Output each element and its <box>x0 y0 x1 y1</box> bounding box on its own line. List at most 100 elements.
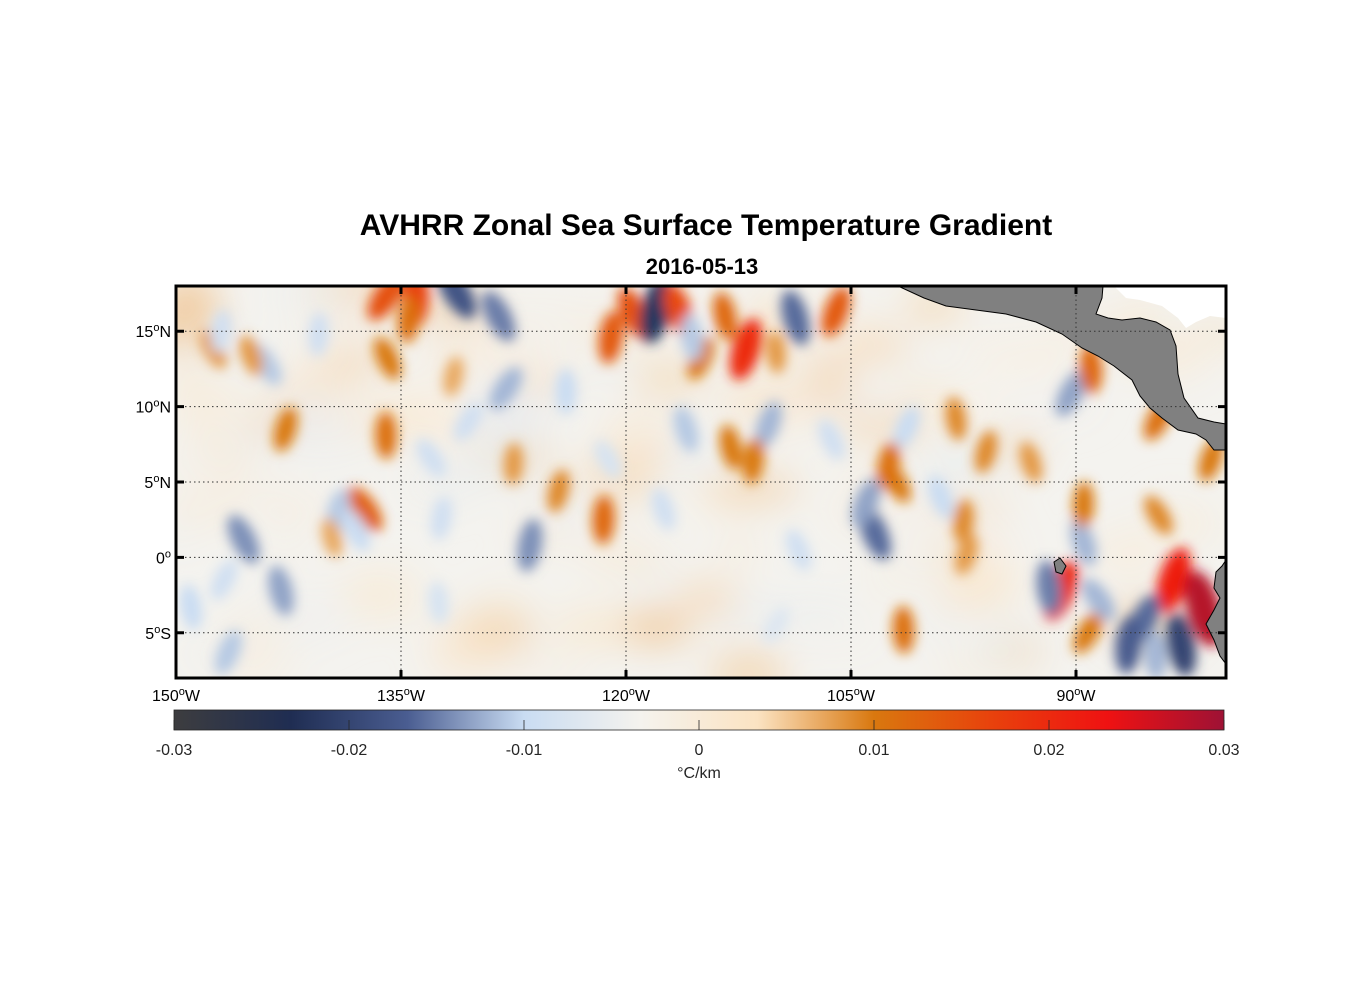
sst-gradient-feature <box>227 514 260 564</box>
sst-gradient-feature <box>443 356 464 397</box>
texture-patch <box>962 332 1051 373</box>
sst-gradient-feature <box>436 286 477 319</box>
texture-patch <box>260 544 312 567</box>
texture-patch <box>839 385 928 419</box>
sst-gradient-feature <box>1081 578 1116 621</box>
lat-tick-label: 5oN <box>144 473 171 492</box>
texture-patch <box>176 366 214 399</box>
texture-patch <box>936 586 1019 610</box>
chart-subtitle: 2016-05-13 <box>646 254 759 279</box>
lat-tick-label: 15oN <box>136 322 171 341</box>
texture-patch <box>568 475 629 497</box>
texture-patch <box>796 372 863 399</box>
sst-gradient-feature <box>818 419 845 461</box>
sst-gradient-feature <box>481 291 516 342</box>
lat-tick-label: 0o <box>156 548 171 567</box>
texture-patch <box>354 401 437 442</box>
texture-patch <box>462 381 553 438</box>
sst-gradient-feature <box>742 438 765 484</box>
sst-gradient-feature <box>547 469 570 513</box>
texture-patch <box>661 449 735 470</box>
sst-gradient-feature <box>517 519 543 572</box>
sst-gradient-feature <box>651 487 676 531</box>
texture-patch <box>550 606 635 652</box>
sst-gradient-feature <box>1073 612 1103 654</box>
sst-gradient-feature <box>503 442 524 486</box>
sst-gradient-feature <box>268 565 294 616</box>
texture-patch <box>276 596 357 617</box>
lon-tick-label: 150oW <box>152 686 201 705</box>
sst-gradient-feature <box>821 286 851 337</box>
chart-title: AVHRR Zonal Sea Surface Temperature Grad… <box>360 209 1052 242</box>
sst-gradient-feature <box>687 337 715 380</box>
texture-patch <box>673 578 739 620</box>
sst-gradient-feature <box>680 313 704 361</box>
sst-gradient-feature <box>214 629 243 675</box>
sst-gradient-feature <box>428 581 449 624</box>
land-masses <box>897 286 1226 665</box>
sst-gradient-feature <box>1115 615 1142 675</box>
texture-patch <box>257 495 336 531</box>
sst-gradient-feature <box>598 310 624 364</box>
sst-gradient-feature <box>373 337 402 380</box>
sst-gradient-feature <box>210 559 238 601</box>
sst-gradient-feature <box>367 286 405 321</box>
texture-patch <box>304 412 360 442</box>
sst-gradient-feature <box>453 402 484 442</box>
sst-gradient-feature <box>555 368 577 415</box>
sst-gradient-feature <box>1019 442 1043 483</box>
texture-patch <box>1081 539 1174 575</box>
galapagos-island <box>1053 557 1067 575</box>
texture-patch <box>409 461 482 501</box>
sst-gradient-feature <box>1072 481 1095 528</box>
sst-gradient-feature <box>766 331 786 374</box>
texture-patch <box>957 368 1035 404</box>
sst-gradient-feature <box>876 441 901 489</box>
texture-patch <box>714 471 801 505</box>
texture-patch <box>961 623 1027 674</box>
sst-gradient-feature <box>785 529 812 571</box>
sst-gradient-feature <box>1144 495 1173 535</box>
gradient-features <box>179 286 1224 678</box>
sst-gradient-feature <box>1144 630 1167 678</box>
texture-patch <box>243 479 299 500</box>
latitude-labels: 15oN 10oN 5oN 0o 5oS <box>136 322 171 643</box>
texture-patch <box>426 623 505 678</box>
longitude-labels: 150oW 135oW 120oW 105oW 90oW <box>152 686 1096 705</box>
axis-ticks <box>174 286 1226 678</box>
sst-gradient-feature <box>416 438 446 478</box>
sst-gradient-feature <box>239 335 263 376</box>
sst-gradient-feature <box>754 401 783 449</box>
sst-gradient-feature <box>321 518 343 558</box>
colorbar-tick-label: -0.01 <box>506 742 543 759</box>
sst-gradient-feature <box>273 406 298 452</box>
sst-gradient-feature <box>347 487 383 532</box>
sst-gradient-feature <box>1156 547 1191 613</box>
sst-gradient-feature <box>927 475 955 519</box>
sst-gradient-feature <box>592 494 615 545</box>
lon-tick-label: 120oW <box>602 686 651 705</box>
colorbar-tick-label: 0 <box>695 742 704 759</box>
lon-tick-label: 90oW <box>1056 686 1096 705</box>
sst-gradient-feature <box>430 496 453 541</box>
sst-gradient-feature <box>489 366 523 411</box>
sst-gradient-feature <box>1036 560 1062 615</box>
sst-gradient-feature <box>341 509 371 552</box>
lon-tick-label: 135oW <box>377 686 426 705</box>
colorbar: -0.03 -0.02 -0.01 0 0.01 0.02 0.03 °C/km <box>156 709 1240 782</box>
sst-gradient-feature <box>1165 613 1197 677</box>
sst-gradient-feature <box>892 605 915 654</box>
texture-patch <box>338 569 422 621</box>
map-area <box>176 286 1226 678</box>
texture-patch <box>920 599 962 640</box>
sst-gradient-feature <box>893 406 920 450</box>
sst-gradient-feature <box>712 291 738 341</box>
colorbar-tick-label: 0.03 <box>1208 742 1239 759</box>
lat-tick-label: 5oS <box>145 624 171 643</box>
colorbar-tick-label: 0.02 <box>1033 742 1064 759</box>
sst-gradient-feature <box>1055 369 1088 417</box>
sst-gradient-feature <box>397 295 420 343</box>
sst-gradient-feature <box>1079 344 1103 394</box>
sst-gradient-feature <box>974 430 998 474</box>
